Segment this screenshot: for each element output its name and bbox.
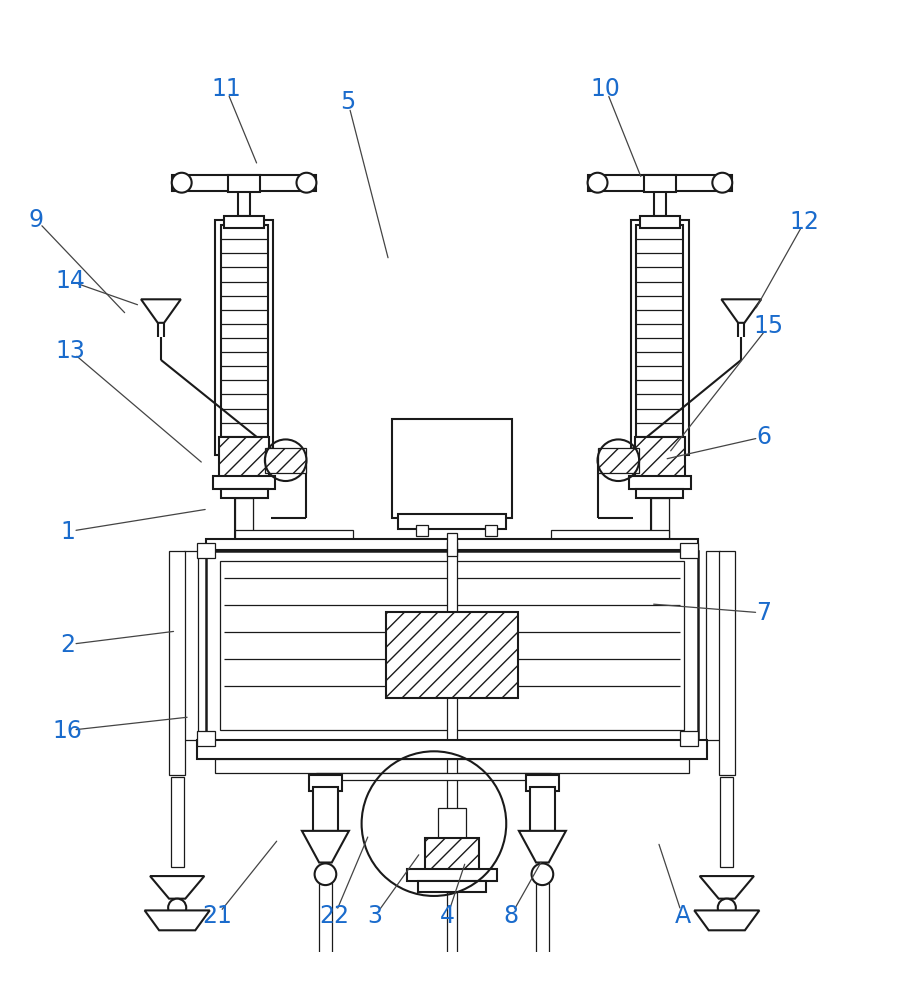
Text: 4: 4	[440, 904, 454, 928]
Bar	[718, 551, 734, 775]
Circle shape	[296, 173, 316, 193]
Polygon shape	[144, 910, 209, 930]
Bar	[529, 787, 554, 831]
Bar	[406, 869, 497, 881]
Bar	[446, 542, 457, 750]
Text: 6: 6	[756, 425, 770, 449]
Text: 9: 9	[29, 208, 43, 232]
Bar	[679, 731, 697, 746]
Text: 1: 1	[61, 520, 75, 544]
Text: 8: 8	[503, 904, 517, 928]
Bar	[705, 551, 720, 740]
Bar	[235, 498, 253, 542]
Bar	[526, 775, 558, 791]
Bar	[446, 759, 457, 813]
Text: A: A	[674, 904, 690, 928]
Circle shape	[712, 173, 731, 193]
Circle shape	[587, 173, 607, 193]
Bar	[169, 551, 185, 775]
Polygon shape	[302, 954, 349, 976]
Bar	[597, 448, 638, 473]
Text: 10: 10	[590, 77, 620, 101]
Circle shape	[314, 863, 336, 885]
Text: 21: 21	[201, 904, 232, 928]
Circle shape	[172, 173, 191, 193]
Bar	[535, 883, 548, 956]
Bar	[183, 551, 198, 740]
Bar	[397, 514, 506, 529]
Text: 2: 2	[61, 633, 75, 657]
Polygon shape	[721, 299, 760, 323]
Bar	[206, 539, 697, 550]
Polygon shape	[518, 831, 565, 863]
Bar	[446, 533, 457, 556]
Bar	[679, 543, 697, 558]
Bar	[551, 530, 668, 541]
Bar	[634, 437, 684, 480]
Text: 3: 3	[368, 904, 382, 928]
Bar	[197, 543, 215, 558]
Bar	[484, 525, 497, 536]
Bar	[220, 225, 267, 437]
Polygon shape	[150, 876, 204, 899]
Bar	[215, 220, 273, 455]
Bar	[235, 530, 352, 541]
Bar	[628, 476, 690, 489]
Bar	[653, 191, 666, 216]
Bar	[309, 775, 341, 791]
Bar	[720, 777, 732, 867]
Polygon shape	[302, 831, 349, 863]
Bar	[172, 175, 316, 191]
Polygon shape	[694, 910, 759, 930]
Bar	[224, 216, 264, 228]
Text: 12: 12	[788, 210, 819, 234]
Bar	[213, 476, 275, 489]
Bar	[636, 225, 683, 437]
Bar	[219, 437, 269, 480]
Circle shape	[531, 863, 553, 885]
Polygon shape	[141, 299, 181, 323]
Circle shape	[717, 899, 735, 917]
Bar	[424, 838, 479, 872]
Text: 5: 5	[340, 90, 355, 114]
Bar	[215, 759, 688, 773]
Text: 15: 15	[752, 314, 783, 338]
Bar	[312, 787, 338, 831]
Circle shape	[168, 899, 186, 917]
Bar	[417, 881, 486, 892]
Text: 16: 16	[52, 719, 83, 743]
Text: 13: 13	[55, 339, 86, 363]
Bar	[636, 489, 683, 498]
Bar	[265, 448, 306, 473]
Text: 11: 11	[211, 77, 240, 101]
Bar	[447, 892, 456, 960]
Bar	[630, 220, 688, 455]
Bar	[316, 773, 551, 780]
Text: 14: 14	[55, 269, 86, 293]
Bar	[639, 216, 679, 228]
Bar	[415, 525, 428, 536]
Polygon shape	[518, 954, 565, 976]
Bar	[220, 489, 267, 498]
Bar	[171, 777, 183, 867]
Bar	[319, 883, 331, 956]
Polygon shape	[699, 876, 753, 899]
Bar	[587, 175, 731, 191]
Bar	[206, 551, 697, 740]
Bar	[643, 175, 675, 192]
Bar	[386, 612, 517, 698]
Bar	[438, 808, 465, 843]
Bar	[197, 740, 706, 759]
Bar	[392, 419, 511, 518]
Bar	[650, 498, 668, 542]
Bar	[219, 561, 684, 730]
Text: 7: 7	[756, 601, 770, 625]
Bar	[197, 731, 215, 746]
Bar	[237, 191, 250, 216]
Text: 22: 22	[319, 904, 349, 928]
Bar	[228, 175, 260, 192]
